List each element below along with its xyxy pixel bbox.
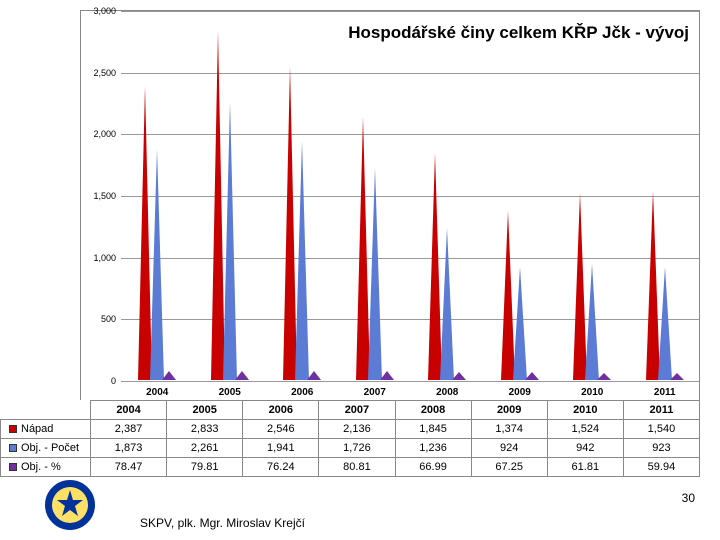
table-body: 20042005200620072008200920102011Nápad2,3… <box>1 401 700 477</box>
y-axis-label: 1,000 <box>81 253 116 263</box>
gridline <box>121 319 699 320</box>
y-axis-label: 2,000 <box>81 129 116 139</box>
table-row-label: Nápad <box>1 420 91 439</box>
table-cell: 2,833 <box>167 420 243 439</box>
table-cell: 1,374 <box>471 420 547 439</box>
table-cell: 2,261 <box>167 439 243 458</box>
gridline <box>121 258 699 259</box>
table-header-cell: 2011 <box>623 401 699 420</box>
table-row: Obj. - Počet1,8732,2611,9411,7261,236924… <box>1 439 700 458</box>
table-cell: 78.47 <box>91 458 167 477</box>
table-cell: 1,873 <box>91 439 167 458</box>
table-cell: 924 <box>471 439 547 458</box>
table-cell: 66.99 <box>395 458 471 477</box>
chart-bar <box>162 371 176 380</box>
legend-box <box>9 444 17 452</box>
table-header-cell: 2006 <box>243 401 319 420</box>
x-axis-label: 2006 <box>266 387 339 398</box>
chart-bar <box>235 371 249 380</box>
police-logo <box>45 480 95 535</box>
table-cell: 76.24 <box>243 458 319 477</box>
chart-bar <box>670 373 684 380</box>
footer-text: SKPV, plk. Mgr. Miroslav Krejčí <box>140 516 305 530</box>
table-cell: 923 <box>623 439 699 458</box>
gridline <box>121 134 699 135</box>
table-cell: 1,941 <box>243 439 319 458</box>
x-axis-label: 2007 <box>339 387 412 398</box>
chart-bar <box>513 267 527 380</box>
y-axis-label: 3,000 <box>81 6 116 16</box>
table-header-cell: 2005 <box>167 401 243 420</box>
x-axis-label: 2004 <box>121 387 194 398</box>
data-table: 20042005200620072008200920102011Nápad2,3… <box>0 400 700 477</box>
table-header-cell: 2007 <box>319 401 395 420</box>
table-cell: 67.25 <box>471 458 547 477</box>
table-cell: 1,540 <box>623 420 699 439</box>
table-cell: 2,136 <box>319 420 395 439</box>
table-header-cell: 2010 <box>547 401 623 420</box>
table-header-cell: 2008 <box>395 401 471 420</box>
chart-bar <box>525 372 539 380</box>
chart-bar <box>368 168 382 380</box>
table-cell: 61.81 <box>547 458 623 477</box>
gridline <box>121 73 699 74</box>
gridline <box>121 196 699 197</box>
x-axis-label: 2008 <box>411 387 484 398</box>
x-axis-label: 2005 <box>194 387 267 398</box>
table-row: Obj. - %78.4779.8176.2480.8166.9967.2561… <box>1 458 700 477</box>
legend-box <box>9 463 17 471</box>
table-cell: 79.81 <box>167 458 243 477</box>
chart-bar <box>223 102 237 380</box>
chart-bar <box>452 372 466 380</box>
legend-box <box>9 425 17 433</box>
chart-bar <box>658 267 672 380</box>
chart-bar <box>440 228 454 380</box>
table-cell: 59.94 <box>623 458 699 477</box>
table-cell: 942 <box>547 439 623 458</box>
table-row-label: Obj. - % <box>1 458 91 477</box>
table-header-cell: 2009 <box>471 401 547 420</box>
x-axis-label: 2011 <box>629 387 702 398</box>
table-cell: 80.81 <box>319 458 395 477</box>
chart-bar <box>380 371 394 380</box>
x-axis-label: 2010 <box>556 387 629 398</box>
y-axis-label: 500 <box>81 314 116 324</box>
table-cell: 1,726 <box>319 439 395 458</box>
table-cell: 1,845 <box>395 420 471 439</box>
footer: 30 SKPV, plk. Mgr. Miroslav Krejčí <box>0 485 720 540</box>
chart-bar <box>307 371 321 380</box>
gridline <box>121 381 699 382</box>
table-header-cell: 2004 <box>91 401 167 420</box>
table-header-row: 20042005200620072008200920102011 <box>1 401 700 420</box>
chart-bar <box>585 264 599 380</box>
chart-bar <box>150 149 164 380</box>
chart-bar <box>295 141 309 380</box>
table-cell: 1,236 <box>395 439 471 458</box>
table-row-label: Obj. - Počet <box>1 439 91 458</box>
x-axis-label: 2009 <box>484 387 557 398</box>
y-axis-label: 0 <box>81 376 116 386</box>
table-cell: 1,524 <box>547 420 623 439</box>
chart-bar <box>597 373 611 380</box>
table-cell: 2,387 <box>91 420 167 439</box>
chart-container: Hospodářské činy celkem KŘP Jčk - vývoj … <box>80 10 700 400</box>
gridline <box>121 11 699 12</box>
page-number: 30 <box>682 491 695 505</box>
table-row: Nápad2,3872,8332,5462,1361,8451,3741,524… <box>1 420 700 439</box>
table-cell: 2,546 <box>243 420 319 439</box>
y-axis-label: 2,500 <box>81 68 116 78</box>
y-axis-label: 1,500 <box>81 191 116 201</box>
